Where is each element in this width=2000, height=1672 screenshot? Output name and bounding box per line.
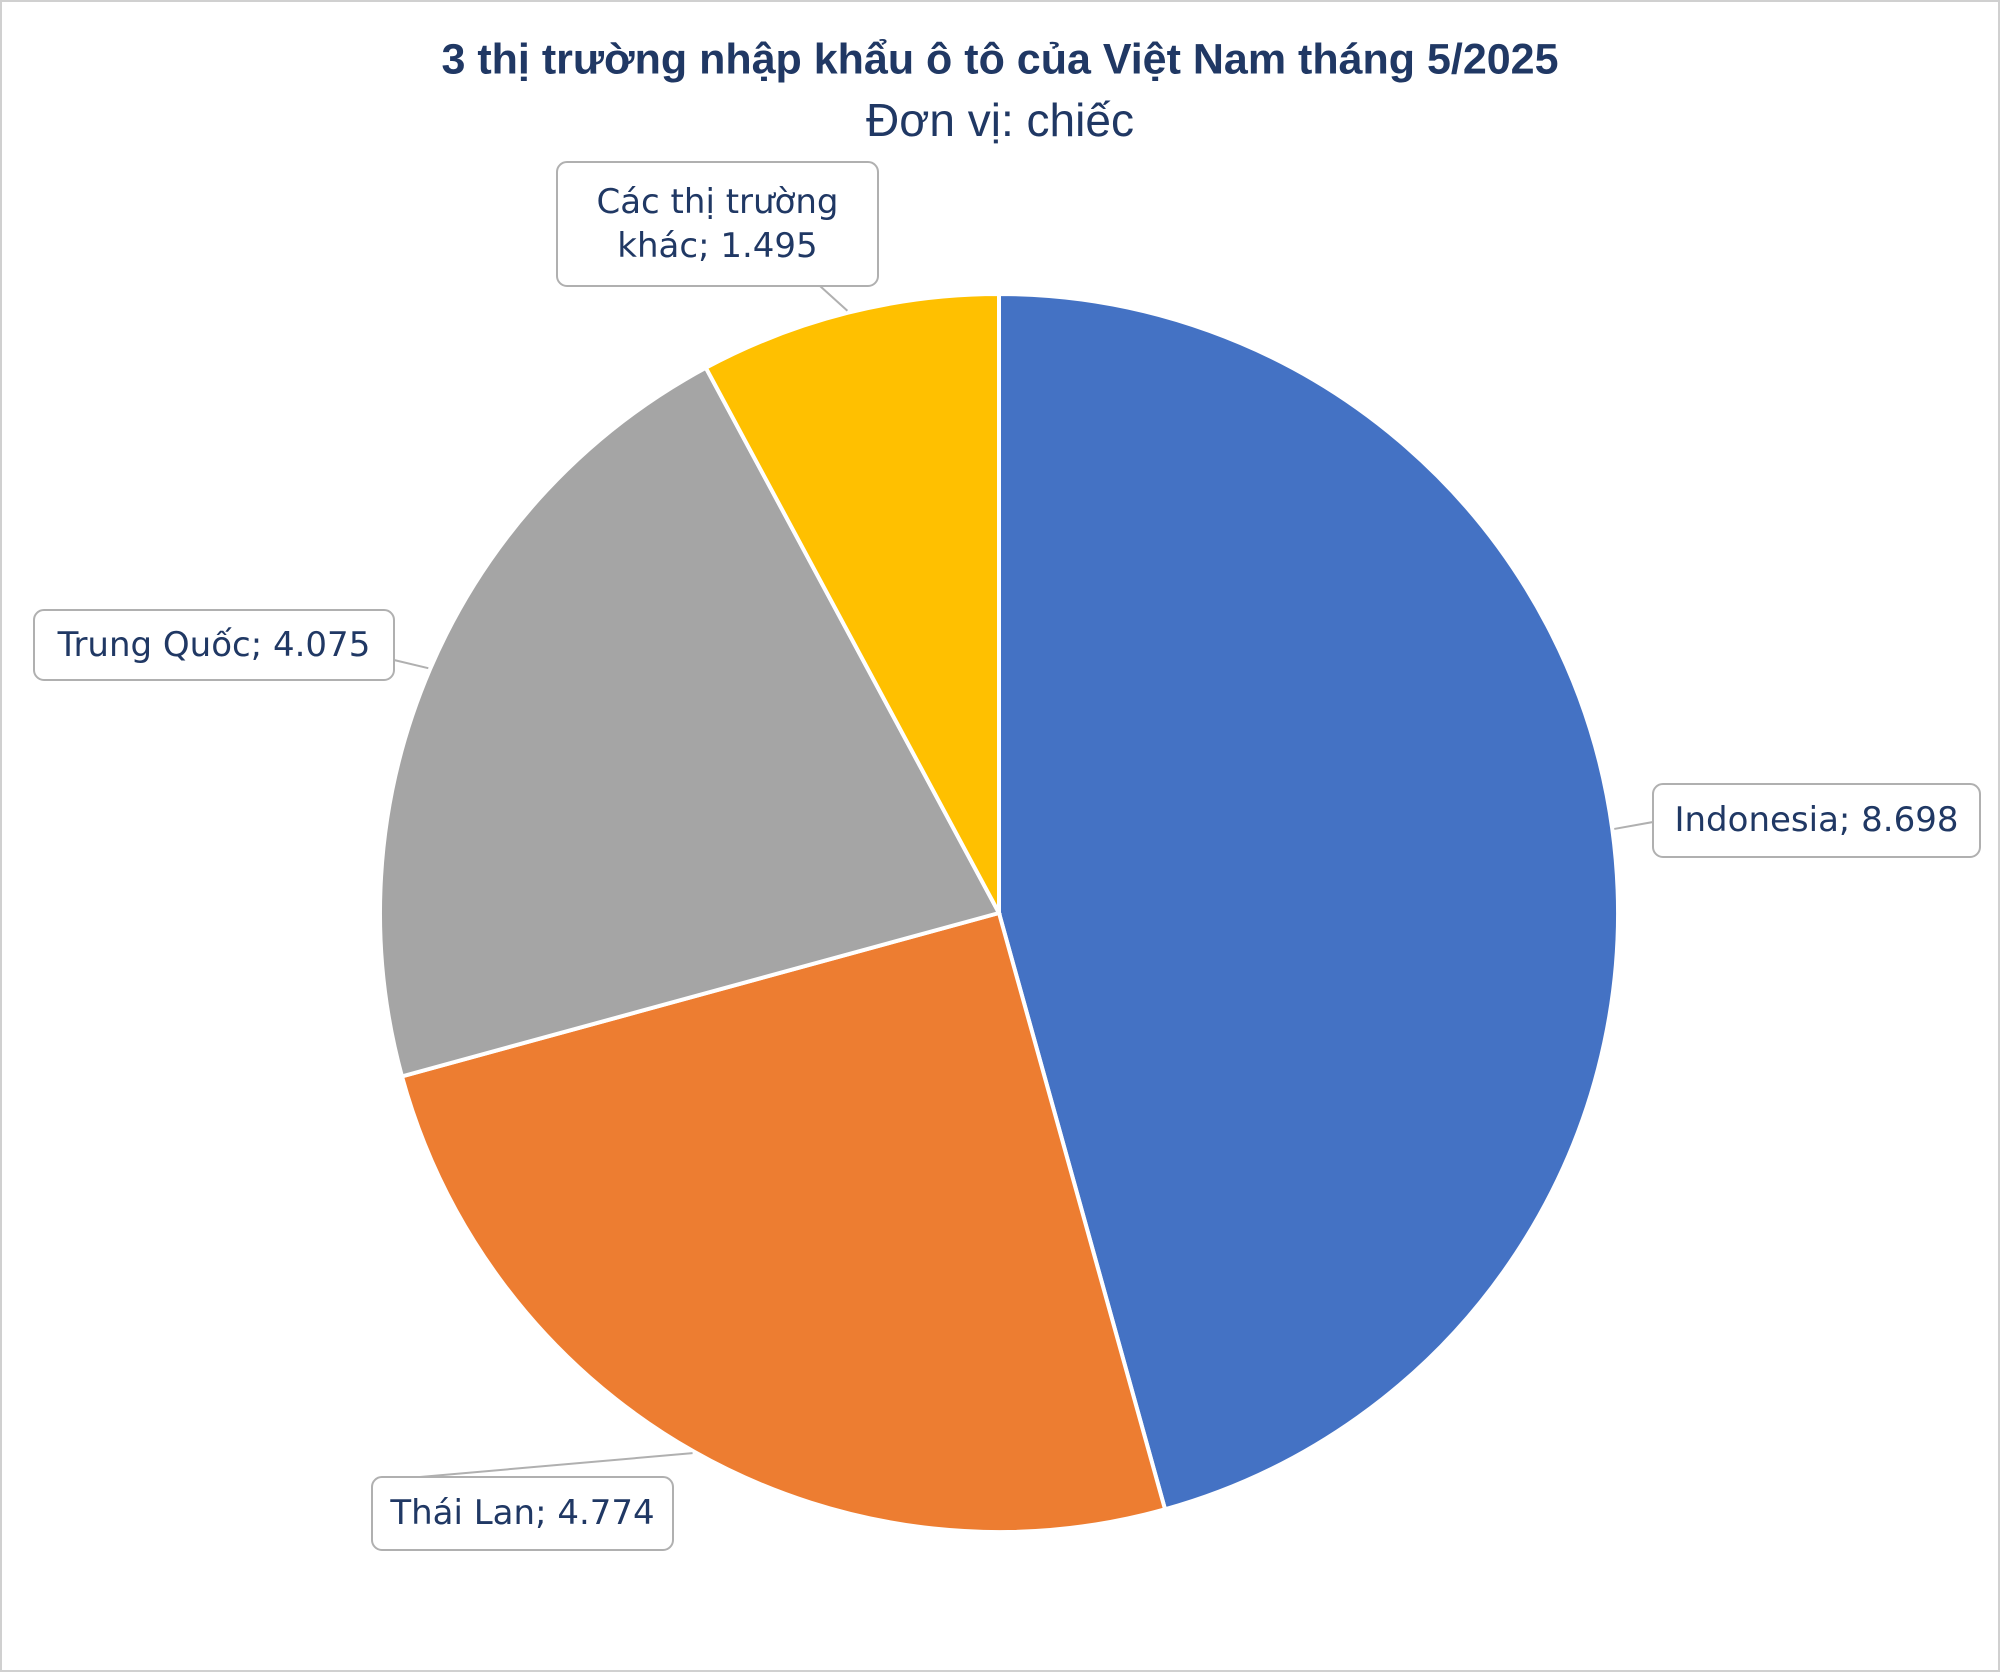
label-separator: ; xyxy=(535,1493,558,1534)
value-label: 1.495 xyxy=(720,226,818,266)
data-label-text: Các thị trường khác; 1.495 xyxy=(567,180,868,268)
label-separator: ; xyxy=(698,226,721,266)
value-label: 8.698 xyxy=(1861,800,1959,841)
data-label: Trung Quốc; 4.075 xyxy=(34,610,394,680)
pie-slice xyxy=(997,291,1621,1512)
label-separator: ; xyxy=(1838,800,1862,841)
data-label-text: Thái Lan; 4.774 xyxy=(390,1491,654,1535)
value-label: 4.075 xyxy=(272,624,371,665)
pie-slice xyxy=(703,291,1001,914)
pie-slice xyxy=(378,365,1002,1079)
pie-slice xyxy=(399,910,1168,1534)
chart-subtitle: Đơn vị: chiếc xyxy=(866,94,1134,146)
label-separator: ; xyxy=(250,624,273,665)
chart-title: 3 thị trường nhập khẩu ô tô của Việt Nam… xyxy=(441,35,1558,83)
leader-line xyxy=(819,285,849,312)
label-box xyxy=(556,161,879,287)
data-label-text: Indonesia; 8.698 xyxy=(1674,798,1958,842)
label-box xyxy=(33,609,395,681)
leader-line xyxy=(419,1452,693,1478)
label-box xyxy=(1652,783,1981,858)
label-box xyxy=(371,1476,674,1551)
category-label: Các thị trường khác xyxy=(596,181,839,266)
data-label: Indonesia; 8.698 xyxy=(1653,784,1980,857)
leader-line xyxy=(1614,821,1654,830)
category-label: Indonesia xyxy=(1674,800,1839,841)
category-label: Trung Quốc xyxy=(57,624,251,665)
leader-line xyxy=(393,659,429,670)
category-label: Thái Lan xyxy=(390,1493,536,1534)
data-label: Các thị trường khác; 1.495 xyxy=(557,162,878,286)
data-label-text: Trung Quốc; 4.075 xyxy=(58,623,371,667)
data-label: Thái Lan; 4.774 xyxy=(372,1477,673,1550)
value-label: 4.774 xyxy=(557,1493,655,1534)
